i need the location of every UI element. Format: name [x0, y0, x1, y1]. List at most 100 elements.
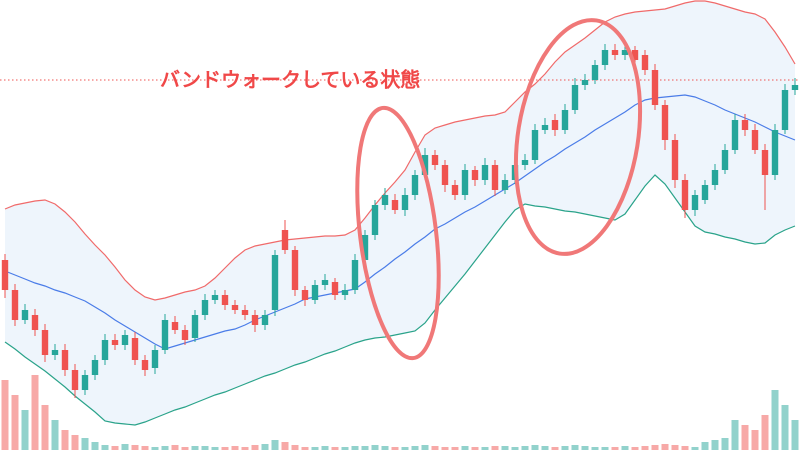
candle-body — [621, 50, 629, 55]
candle-body — [431, 155, 439, 165]
volume-bar — [291, 445, 299, 450]
volume-bar — [421, 445, 429, 450]
volume-bar — [41, 405, 49, 450]
candle-body — [211, 295, 219, 300]
highlight-ellipse — [513, 18, 643, 256]
candle-layer — [1, 44, 799, 398]
volume-bar — [641, 446, 649, 450]
annotation: バンドウォークしている状態 — [160, 68, 420, 92]
candle-body — [231, 305, 239, 310]
volume-bar — [581, 446, 589, 450]
band-line — [4, 0, 796, 301]
volume-bar — [561, 446, 569, 450]
volume-bar — [221, 447, 229, 450]
candle-body — [391, 200, 399, 210]
candle-body — [331, 282, 339, 295]
volume-bar — [121, 444, 129, 450]
volume-bar — [91, 442, 99, 450]
volume-bar — [501, 446, 509, 450]
candle-body — [581, 80, 589, 85]
candle-body — [471, 170, 479, 180]
volume-bar — [541, 446, 549, 450]
candle-body — [571, 85, 579, 110]
band-line — [4, 94, 796, 350]
volume-bar — [361, 446, 369, 450]
volume-bar — [401, 447, 409, 450]
volume-bar — [131, 445, 139, 450]
candle-body — [11, 290, 19, 320]
candle-body — [421, 155, 429, 175]
volume-bar — [281, 442, 289, 450]
candle-body — [661, 105, 669, 140]
candle-body — [141, 360, 149, 370]
candle-body — [301, 290, 309, 300]
volume-bar — [101, 445, 109, 450]
volume-bar — [471, 447, 479, 450]
candle-body — [361, 235, 369, 260]
candle-body — [171, 322, 179, 330]
volume-bar — [461, 446, 469, 450]
volume-bar — [691, 447, 699, 450]
volume-bar — [331, 447, 339, 450]
volume-bar — [751, 430, 759, 450]
candle-body — [241, 310, 249, 315]
volume-bar — [211, 447, 219, 450]
candle-body — [181, 330, 189, 340]
volume-bar — [171, 445, 179, 450]
candle-body — [701, 185, 709, 200]
volume-bar — [781, 405, 789, 450]
candle-body — [121, 335, 129, 345]
volume-bar — [351, 446, 359, 450]
volume-bar — [761, 415, 769, 450]
candle-body — [91, 360, 99, 375]
candle-body — [351, 260, 359, 290]
volume-bar — [11, 395, 19, 450]
candle-body — [131, 338, 139, 360]
candle-body — [251, 315, 259, 325]
volume-bar — [731, 420, 739, 450]
candle-body — [271, 255, 279, 310]
volume-bar — [371, 445, 379, 450]
volume-layer — [1, 375, 799, 450]
candle-body — [611, 50, 619, 55]
candle-body — [341, 290, 349, 295]
candle-body — [321, 280, 329, 285]
volume-bar — [191, 446, 199, 450]
candle-body — [641, 55, 649, 70]
candle-body — [521, 160, 529, 165]
volume-bar — [611, 447, 619, 450]
candle-body — [381, 195, 389, 205]
candle-body — [31, 315, 39, 330]
candle-body — [441, 165, 449, 185]
volume-bar — [31, 375, 39, 450]
volume-bar — [381, 446, 389, 450]
volume-bar — [701, 442, 709, 450]
band-line — [4, 174, 796, 426]
candle-body — [501, 180, 509, 190]
volume-bar — [81, 438, 89, 450]
volume-bar — [241, 447, 249, 450]
volume-bar — [321, 446, 329, 450]
candle-body — [41, 330, 49, 355]
volume-bar — [441, 447, 449, 450]
candle-body — [311, 285, 319, 300]
volume-bar — [481, 447, 489, 450]
candle-body — [751, 130, 759, 150]
volume-bar — [601, 447, 609, 450]
candle-body — [791, 85, 799, 90]
volume-bar — [341, 447, 349, 450]
candle-body — [681, 180, 689, 210]
candle-body — [721, 150, 729, 170]
volume-bar — [161, 446, 169, 450]
candle-body — [671, 140, 679, 180]
candle-body — [191, 315, 199, 338]
candle-body — [591, 65, 599, 80]
volume-bar — [391, 447, 399, 450]
candle-body — [551, 120, 559, 130]
candle-body — [741, 120, 749, 130]
volume-bar — [431, 446, 439, 450]
volume-bar — [521, 446, 529, 450]
volume-bar — [551, 447, 559, 450]
candle-body — [1, 260, 9, 290]
candle-body — [601, 50, 609, 65]
